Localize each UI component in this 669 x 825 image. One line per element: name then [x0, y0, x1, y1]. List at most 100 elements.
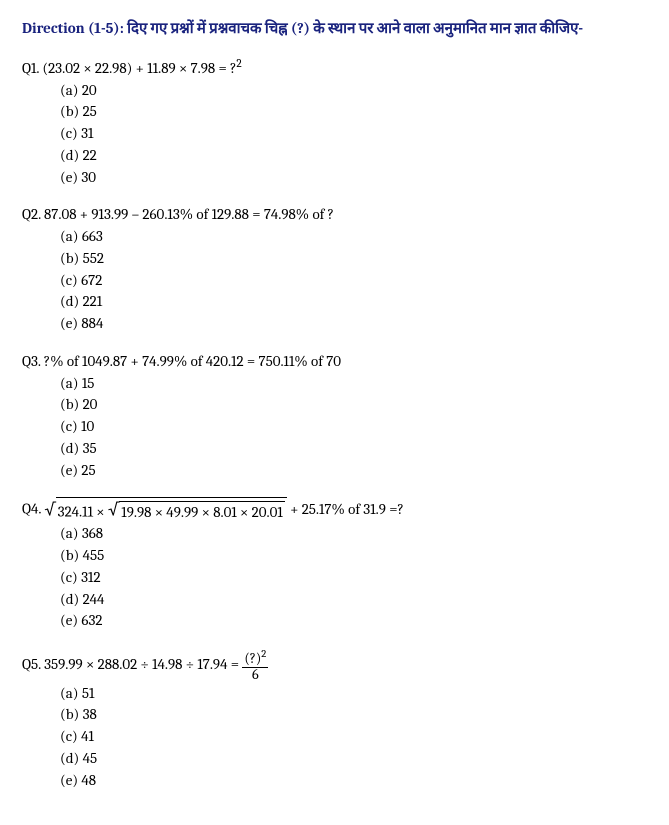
option-label: (e) [60, 771, 78, 789]
option-e: (e) 30 [60, 167, 647, 189]
option-e: (e) 632 [60, 610, 647, 632]
option-label: (e) [60, 461, 78, 479]
option-c: (c) 31 [60, 123, 647, 145]
option-value: 20 [82, 81, 97, 99]
option-value: 41 [81, 727, 94, 745]
sqrt-outer: √324.11 × √19.98 × 49.99 × 8.01 × 20.01 [44, 497, 286, 523]
question-label: Q2. [22, 205, 41, 223]
fraction-num: (?)2 [242, 648, 268, 668]
option-label: (d) [60, 590, 79, 608]
options-list: (a) 663 (b) 552 (c) 672 (d) 221 (e) 884 [22, 226, 647, 335]
options-list: (a) 20 (b) 25 (c) 31 (d) 22 (e) 30 [22, 80, 647, 189]
option-b: (b) 20 [60, 394, 647, 416]
option-value: 20 [83, 395, 98, 413]
option-e: (e) 884 [60, 313, 647, 335]
option-value: 312 [81, 568, 100, 586]
question-line: Q2. 87.08 + 913.99 – 260.13% of 129.88 =… [22, 204, 647, 226]
option-value: 25 [83, 102, 97, 120]
question-1: Q1. (23.02 × 22.98) + 11.89 × 7.98 = ?2 … [22, 56, 647, 189]
question-label: Q1. [22, 59, 39, 77]
option-value: 221 [83, 292, 103, 310]
option-label: (b) [60, 395, 79, 413]
option-label: (c) [60, 417, 78, 435]
question-expression: 87.08 + 913.99 – 260.13% of 129.88 = 74.… [44, 205, 334, 223]
option-label: (d) [60, 749, 79, 767]
option-value: 30 [81, 168, 96, 186]
question-expression: 359.99 × 288.02 ÷ 14.98 ÷ 17.94 = (?)26 [44, 655, 268, 673]
question-expression: ?% of 1049.87 + 74.99% of 420.12 = 750.1… [44, 352, 341, 370]
option-a: (a) 51 [60, 683, 647, 705]
option-label: (c) [60, 727, 78, 745]
option-label: (b) [60, 102, 79, 120]
option-value: 552 [83, 249, 104, 267]
question-4: Q4. √324.11 × √19.98 × 49.99 × 8.01 × 20… [22, 497, 647, 632]
option-b: (b) 552 [60, 248, 647, 270]
option-label: (a) [60, 684, 79, 702]
option-label: (a) [60, 374, 79, 392]
option-d: (d) 244 [60, 589, 647, 611]
question-line: Q1. (23.02 × 22.98) + 11.89 × 7.98 = ?2 [22, 56, 647, 80]
question-5: Q5. 359.99 × 288.02 ÷ 14.98 ÷ 17.94 = (?… [22, 648, 647, 791]
option-c: (c) 41 [60, 726, 647, 748]
option-label: (d) [60, 439, 79, 457]
option-value: 31 [81, 124, 93, 142]
option-d: (d) 45 [60, 748, 647, 770]
option-b: (b) 25 [60, 101, 647, 123]
option-a: (a) 368 [60, 523, 647, 545]
question-3: Q3. ?% of 1049.87 + 74.99% of 420.12 = 7… [22, 351, 647, 482]
option-value: 455 [83, 546, 105, 564]
options-list: (a) 15 (b) 20 (c) 10 (d) 35 (e) 25 [22, 373, 647, 482]
option-label: (b) [60, 249, 79, 267]
option-b: (b) 38 [60, 704, 647, 726]
option-value: 632 [81, 611, 102, 629]
option-label: (d) [60, 292, 79, 310]
option-label: (c) [60, 124, 78, 142]
option-value: 22 [83, 146, 97, 164]
outer-factor: 324.11 × [58, 503, 105, 521]
question-line: Q4. √324.11 × √19.98 × 49.99 × 8.01 × 20… [22, 497, 647, 523]
option-value: 884 [81, 314, 103, 332]
question-label: Q3. [22, 352, 41, 370]
option-value: 672 [81, 271, 102, 289]
options-list: (a) 51 (b) 38 (c) 41 (d) 45 (e) 48 [22, 683, 647, 792]
option-value: 45 [83, 749, 98, 767]
option-d: (d) 221 [60, 291, 647, 313]
expr-tail: + 25.17% of 31.9 =? [287, 500, 404, 518]
options-list: (a) 368 (b) 455 (c) 312 (d) 244 (e) 632 [22, 523, 647, 632]
option-c: (c) 312 [60, 567, 647, 589]
fraction-den: 6 [242, 668, 268, 683]
option-label: (c) [60, 271, 78, 289]
expr-lhs: 359.99 × 288.02 ÷ 14.98 ÷ 17.94 = [44, 655, 242, 673]
direction-heading: Direction (1-5): दिए गए प्रश्नों में प्र… [22, 18, 647, 40]
option-label: (e) [60, 314, 78, 332]
option-e: (e) 25 [60, 460, 647, 482]
option-value: 25 [81, 461, 95, 479]
option-label: (b) [60, 705, 79, 723]
fraction: (?)26 [242, 648, 268, 683]
option-value: 368 [82, 524, 103, 542]
option-label: (e) [60, 168, 78, 186]
question-2: Q2. 87.08 + 913.99 – 260.13% of 129.88 =… [22, 204, 647, 335]
option-b: (b) 455 [60, 545, 647, 567]
option-label: (a) [60, 227, 79, 245]
question-expression: √324.11 × √19.98 × 49.99 × 8.01 × 20.01 … [44, 500, 404, 518]
option-d: (d) 22 [60, 145, 647, 167]
option-value: 15 [82, 374, 95, 392]
question-line: Q3. ?% of 1049.87 + 74.99% of 420.12 = 7… [22, 351, 647, 373]
sqrt-outer-body: 324.11 × √19.98 × 49.99 × 8.01 × 20.01 [56, 497, 287, 523]
option-value: 38 [83, 705, 97, 723]
question-expression: (23.02 × 22.98) + 11.89 × 7.98 = ?2 [42, 59, 241, 77]
radical-icon: √ [108, 498, 119, 523]
question-label: Q5. [22, 655, 41, 673]
option-label: (e) [60, 611, 78, 629]
option-value: 35 [83, 439, 97, 457]
option-value: 51 [82, 684, 95, 702]
option-label: (a) [60, 524, 79, 542]
option-label: (d) [60, 146, 79, 164]
option-e: (e) 48 [60, 770, 647, 792]
radical-icon: √ [44, 498, 55, 523]
option-a: (a) 15 [60, 373, 647, 395]
option-a: (a) 20 [60, 80, 647, 102]
option-value: 663 [82, 227, 103, 245]
option-label: (a) [60, 81, 79, 99]
